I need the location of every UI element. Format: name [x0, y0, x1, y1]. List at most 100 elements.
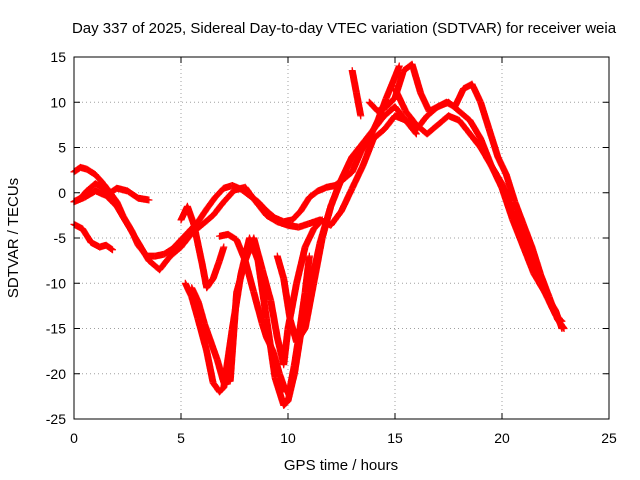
data-point-run — [338, 185, 356, 215]
data-point-run — [305, 188, 321, 201]
data-point-run — [293, 244, 309, 287]
data-point-run — [241, 183, 259, 205]
data-point-run — [382, 74, 398, 102]
data-point — [558, 325, 566, 332]
data-point-run — [528, 243, 544, 277]
data-point-run — [327, 181, 343, 210]
data-point-run — [530, 270, 548, 295]
data-point-run — [190, 220, 206, 268]
data-point — [109, 246, 117, 254]
data-points — [70, 60, 568, 409]
data-point-run — [177, 230, 195, 251]
data-point-run — [79, 225, 94, 246]
data-point-run — [252, 198, 270, 218]
data-point-run — [348, 163, 366, 192]
data-series — [70, 180, 153, 206]
data-point-run — [402, 107, 420, 128]
data-point-run — [102, 241, 116, 253]
y-tick-labels: -25 -20 -15 -10 -5 0 5 10 15 — [46, 49, 66, 427]
x-tick-label: 5 — [177, 430, 185, 446]
data-point-run — [487, 162, 505, 191]
data-point-run — [391, 85, 409, 114]
x-tick-label: 10 — [280, 430, 296, 446]
y-tick-label: 15 — [50, 49, 66, 65]
data-point-run — [511, 198, 527, 227]
x-tick-label: 25 — [601, 430, 617, 446]
data-point — [395, 62, 403, 70]
data-point-run — [220, 326, 236, 391]
y-tick-label: 0 — [58, 185, 66, 201]
data-point-run — [348, 149, 364, 176]
data-point — [348, 153, 356, 161]
data-point-run — [370, 126, 387, 142]
data-point-run — [301, 226, 317, 251]
data-point-run — [198, 212, 216, 228]
data-point-run — [408, 60, 424, 96]
data-point-run — [203, 347, 217, 386]
data-point-run — [183, 202, 197, 227]
data-point-run — [455, 116, 473, 137]
data-point-run — [295, 220, 312, 231]
data-point-run — [301, 280, 317, 332]
data-point-run — [203, 194, 219, 213]
data-point-run — [203, 276, 216, 292]
data-point-run — [271, 374, 287, 408]
data-series — [70, 220, 117, 254]
data-point — [412, 130, 420, 138]
data-point-run — [348, 67, 360, 96]
data-point-run — [188, 284, 202, 304]
data-point-run — [254, 257, 270, 322]
data-point-run — [359, 136, 377, 170]
data-point-run — [423, 122, 441, 138]
data-point-run — [211, 185, 227, 201]
data-point — [220, 243, 228, 251]
data-point-run — [445, 112, 462, 124]
data-point-run — [301, 253, 313, 296]
data-point-run — [402, 116, 420, 137]
data-point-run — [220, 187, 238, 206]
data-point-run — [477, 98, 493, 132]
data-point-run — [335, 163, 351, 188]
y-tick-label: -15 — [46, 321, 66, 337]
data-point-run — [134, 239, 152, 264]
data-point-run — [216, 244, 227, 265]
data-point-run — [451, 86, 467, 111]
y-tick-label: -10 — [46, 275, 66, 291]
data-point-run — [124, 187, 141, 201]
chart-title: Day 337 of 2025, Sidereal Day-to-day VTE… — [72, 20, 617, 37]
data-point-run — [466, 116, 484, 141]
data-point-run — [498, 184, 516, 223]
data-point-run — [228, 271, 245, 332]
data-point-run — [417, 89, 433, 114]
y-tick-label: -20 — [46, 366, 66, 382]
data-point-run — [207, 338, 221, 363]
data-point-run — [91, 171, 105, 185]
data-point-run — [113, 202, 131, 227]
data-point-run — [455, 107, 473, 124]
data-point-run — [188, 293, 202, 322]
data-point-run — [434, 113, 452, 129]
data-point-run — [102, 192, 120, 209]
y-tick-label: -5 — [54, 230, 67, 246]
data-series — [273, 153, 356, 346]
data-point-run — [468, 80, 484, 105]
x-tick-label: 15 — [387, 430, 403, 446]
data-point-run — [216, 384, 227, 396]
data-point-run — [293, 326, 308, 346]
axis-ticks — [73, 56, 610, 420]
data-point — [357, 112, 365, 120]
y-tick-label: 10 — [50, 94, 66, 110]
data-point-run — [194, 206, 210, 226]
data-point-run — [280, 398, 291, 409]
data-point-run — [91, 187, 109, 199]
data-point-run — [246, 234, 262, 263]
data-point-run — [382, 95, 398, 111]
data-point-run — [201, 320, 215, 345]
data-point-run — [466, 130, 484, 151]
data-series — [365, 60, 568, 332]
data-point-run — [288, 208, 304, 224]
data-point-run — [310, 235, 326, 287]
data-point — [305, 252, 313, 260]
data-point-run — [519, 243, 538, 277]
